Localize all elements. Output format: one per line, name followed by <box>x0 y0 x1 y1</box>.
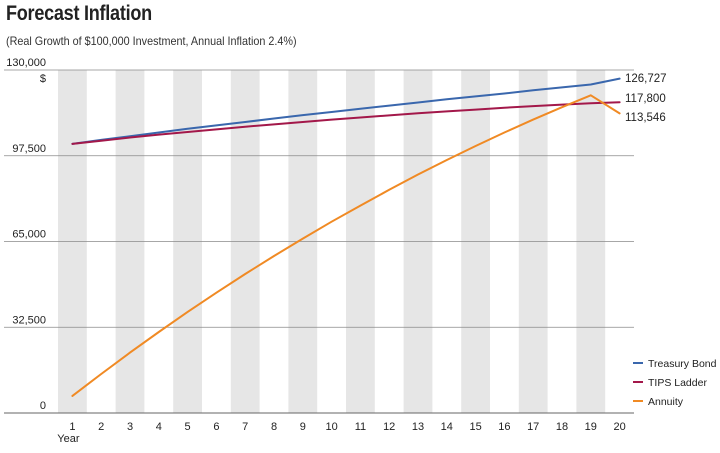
horizontal-gridlines <box>4 69 634 414</box>
end-value-label: 113,546 <box>625 112 666 124</box>
x-tick-label: 18 <box>556 421 568 433</box>
x-tick-label: 11 <box>355 421 366 433</box>
x-axis-label: Year <box>57 433 80 445</box>
y-tick-label: 97,500 <box>12 143 46 155</box>
end-value-label: 117,800 <box>625 93 666 105</box>
series-line-treasury-bond <box>71 77 621 145</box>
chart-title: Forecast Inflation <box>6 2 152 25</box>
x-tick-label: 3 <box>127 421 133 433</box>
y-tick-label: 32,500 <box>12 314 46 326</box>
y-tick-label: 0 <box>40 400 46 412</box>
x-tick-label: 15 <box>469 421 481 433</box>
x-tick-label: 10 <box>325 421 337 433</box>
x-tick-label: 5 <box>185 421 191 433</box>
x-tick-label: 6 <box>213 421 219 433</box>
y-tick-label: 130,000 <box>6 57 46 69</box>
x-tick-label: 1 <box>69 421 75 433</box>
legend: Treasury Bond TIPS Ladder Annuity <box>633 358 717 408</box>
series-line-tips-ladder <box>71 101 621 145</box>
series-line-annuity <box>71 94 621 397</box>
x-tick-label: 17 <box>527 421 539 433</box>
x-tick-label: 20 <box>613 421 625 433</box>
x-tick-label: 12 <box>383 421 395 433</box>
y-tick-label: 65,000 <box>12 229 46 241</box>
y-axis: 0 32,500 65,000 97,500 130,000 $ <box>6 57 46 412</box>
chart-subtitle: (Real Growth of $100,000 Investment, Ann… <box>6 34 297 48</box>
x-tick-label: 8 <box>271 421 277 433</box>
x-tick-label: 14 <box>441 421 453 433</box>
x-tick-label: 9 <box>300 421 306 433</box>
x-tick-label: 16 <box>498 421 510 433</box>
x-tick-label: 4 <box>156 421 162 433</box>
end-value-label: 126,727 <box>625 73 667 85</box>
legend-label: Annuity <box>648 396 684 408</box>
x-tick-label: 2 <box>98 421 104 433</box>
end-value-labels: 126,727 117,800 113,546 <box>625 73 667 124</box>
series-lines <box>71 77 621 397</box>
y-axis-label: $ <box>40 73 46 85</box>
x-tick-label: 13 <box>412 421 424 433</box>
legend-label: Treasury Bond <box>648 358 717 370</box>
x-tick-label: 7 <box>242 421 248 433</box>
legend-label: TIPS Ladder <box>648 377 707 389</box>
x-tick-label: 19 <box>585 421 597 433</box>
